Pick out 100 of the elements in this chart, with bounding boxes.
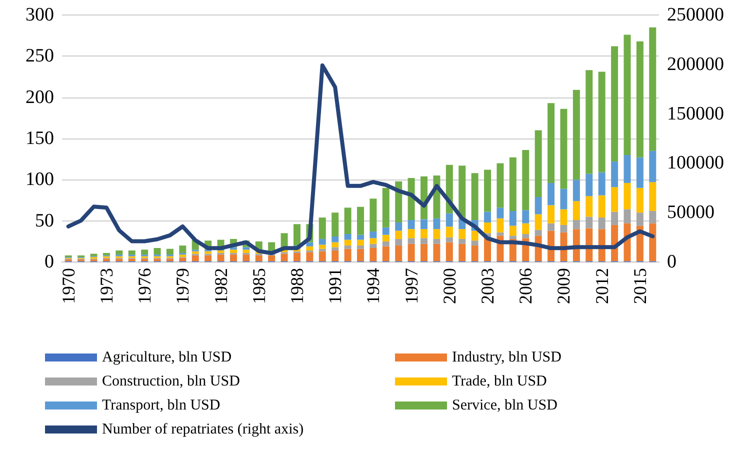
bar [332, 250, 339, 262]
x-tick-label: 1988 [286, 268, 307, 304]
x-tick-label: 2003 [478, 268, 498, 304]
bar [649, 210, 656, 224]
bar [395, 222, 402, 231]
bar [395, 238, 402, 246]
bar [548, 103, 555, 183]
bar [522, 223, 530, 234]
bar [268, 255, 276, 262]
bar [496, 218, 504, 232]
x-tick-label: 1976 [134, 268, 155, 304]
legend-label: Transport, bln USD [102, 398, 220, 414]
x-tick-label: 2006 [516, 268, 536, 304]
bar [458, 244, 466, 262]
x-tick-label: 2012 [592, 268, 612, 304]
bar [420, 229, 428, 238]
bar [611, 46, 618, 162]
bar [154, 258, 161, 262]
bar [306, 242, 314, 246]
legend-label: Agriculture, bln USD [102, 350, 232, 366]
bar [408, 229, 415, 238]
x-tick-label: 2015 [630, 268, 650, 304]
bar [217, 250, 224, 253]
bar [484, 212, 492, 222]
bar [624, 209, 631, 224]
y2-tick-label: 150000 [667, 103, 724, 124]
bar [382, 188, 390, 228]
y-tick-label: 0 [44, 252, 54, 272]
bar [242, 247, 250, 250]
bar [204, 255, 212, 262]
bar [420, 238, 428, 244]
bar [433, 244, 440, 262]
bar [370, 232, 377, 238]
bar [370, 238, 377, 244]
bar [496, 163, 504, 208]
x-tick-label: 1985 [248, 268, 269, 304]
x-tick-label: 2000 [439, 268, 460, 304]
y-tick-label: 50 [35, 210, 54, 232]
bar [509, 236, 516, 239]
bar [560, 224, 568, 232]
bar [293, 252, 300, 262]
line-series [66, 63, 655, 256]
bar [586, 196, 593, 217]
bar [649, 27, 656, 151]
y-tick-label: 150 [26, 128, 54, 149]
bar [116, 250, 123, 255]
bar [408, 238, 415, 244]
bar [280, 254, 288, 262]
bar [128, 250, 136, 255]
bar [446, 242, 453, 262]
legend-label: Trade, bln USD [452, 374, 548, 390]
bar [560, 108, 568, 189]
bar [433, 238, 440, 244]
bar [649, 182, 656, 211]
bar [217, 254, 224, 262]
bar [332, 242, 339, 248]
bar [420, 244, 428, 262]
bar [611, 187, 618, 212]
bar [370, 248, 377, 262]
bar [611, 162, 618, 188]
bar [344, 208, 352, 234]
bar [458, 238, 466, 244]
bar [560, 188, 568, 210]
bar [344, 234, 352, 240]
bar [395, 246, 402, 262]
legend-label: Industry, bln USD [452, 350, 562, 366]
bar [586, 216, 593, 228]
bar [370, 198, 377, 232]
bar [534, 230, 542, 236]
bar [484, 222, 492, 234]
bar [357, 206, 364, 235]
bar [344, 240, 352, 246]
x-tick-label: 1982 [210, 268, 231, 304]
bar [484, 170, 492, 212]
bar [522, 210, 530, 224]
bar [471, 230, 478, 241]
bar [382, 246, 390, 262]
bar [344, 248, 352, 262]
bar [586, 174, 593, 196]
bar [636, 41, 644, 158]
bar [420, 219, 428, 230]
bar [534, 130, 542, 197]
y2-tick-label: 50000 [667, 202, 714, 224]
bar [166, 248, 174, 255]
bar [141, 250, 148, 255]
bar [471, 246, 478, 262]
bar [166, 258, 174, 262]
bar [408, 220, 415, 230]
y-tick-label: 300 [26, 4, 54, 26]
bar [509, 226, 516, 236]
legend-label: Construction, bln USD [102, 374, 240, 390]
bar [204, 251, 212, 254]
bar [446, 213, 453, 227]
bar [572, 90, 580, 180]
bar [496, 208, 504, 218]
bar [649, 223, 656, 262]
bar [471, 240, 478, 246]
bar [332, 212, 339, 236]
bar [509, 157, 516, 211]
bar [624, 182, 631, 210]
